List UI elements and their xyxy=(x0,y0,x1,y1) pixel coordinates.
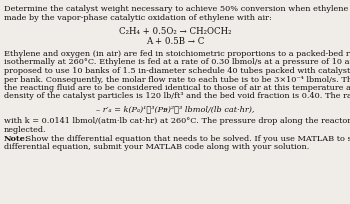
Text: proposed to use 10 banks of 1.5 in-diameter schedule 40 tubes packed with cataly: proposed to use 10 banks of 1.5 in-diame… xyxy=(4,67,350,75)
Text: C₂H₄ + 0.5O₂ → CH₂OCH₂: C₂H₄ + 0.5O₂ → CH₂OCH₂ xyxy=(119,27,231,36)
Text: isothermally at 260°C. Ethylene is fed at a rate of 0.30 lbmol/s at a pressure o: isothermally at 260°C. Ethylene is fed a… xyxy=(4,58,350,66)
Text: neglected.: neglected. xyxy=(4,125,47,133)
Text: the reacting fluid are to be considered identical to those of air at this temper: the reacting fluid are to be considered … xyxy=(4,84,350,92)
Text: per bank. Consequently, the molar flow rate to each tube is to be 3×10⁻⁴ lbmol/s: per bank. Consequently, the molar flow r… xyxy=(4,75,350,83)
Text: density of the catalyst particles is 120 lb/ft³ and the bed void fraction is 0.4: density of the catalyst particles is 120… xyxy=(4,92,350,100)
Text: Determine the catalyst weight necessary to achieve 50% conversion when ethylene : Determine the catalyst weight necessary … xyxy=(4,5,350,13)
Text: with k = 0.0141 lbmol/(atm·lb cat·hr) at 260°C. The pressure drop along the reac: with k = 0.0141 lbmol/(atm·lb cat·hr) at… xyxy=(4,117,350,125)
Text: differential equation, submit your MATLAB code along with your solution.: differential equation, submit your MATLA… xyxy=(4,143,309,151)
Text: – r′ₐ = k(Pₐ)¹ᐟ³(Pᴃ)²ᐟ³ lbmol/(lb cat·hr),: – r′ₐ = k(Pₐ)¹ᐟ³(Pᴃ)²ᐟ³ lbmol/(lb cat·hr… xyxy=(96,104,254,112)
Text: Ethylene and oxygen (in air) are fed in stoichiometric proportions to a packed-b: Ethylene and oxygen (in air) are fed in … xyxy=(4,50,350,58)
Text: made by the vapor-phase catalytic oxidation of ethylene with air:: made by the vapor-phase catalytic oxidat… xyxy=(4,13,272,21)
Text: A + 0.5B → C: A + 0.5B → C xyxy=(146,36,204,45)
Text: Show the differential equation that needs to be solved. If you use MATLAB to sol: Show the differential equation that need… xyxy=(23,134,350,142)
Text: Note:: Note: xyxy=(4,134,29,142)
